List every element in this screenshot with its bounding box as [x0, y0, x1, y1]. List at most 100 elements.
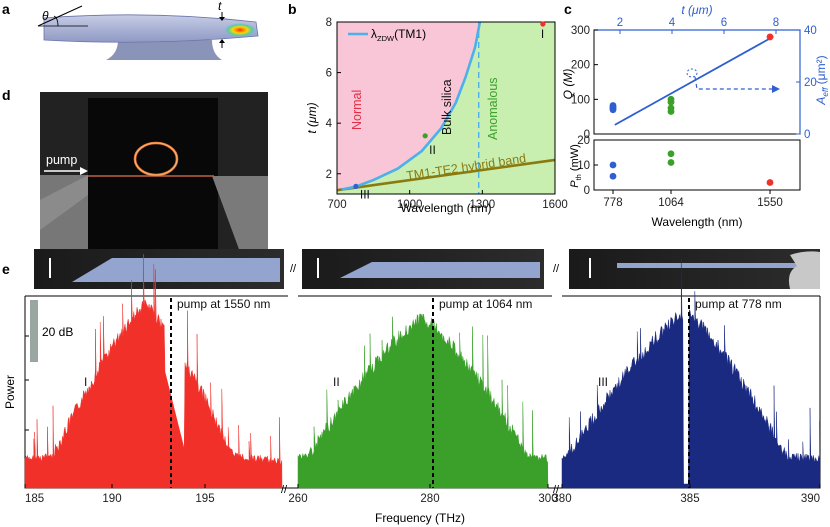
scale-bar-20db — [30, 300, 38, 362]
b-xtick-label: 1600 — [542, 199, 568, 211]
chart-b-x-axis: 700 1000 1300 1600 — [327, 190, 568, 211]
chart-b-ylabel: t (μm) — [305, 102, 319, 133]
c-aeff-tick-label: 40 — [804, 25, 817, 37]
mode-profile — [224, 23, 256, 37]
chart-c-q-label: Q (M) — [561, 69, 575, 100]
chart-c-top-xlabel: t (μm) — [681, 3, 712, 17]
sem-III-bg — [569, 249, 820, 289]
legend-main: λ — [371, 27, 377, 41]
aeff-main: A — [814, 97, 828, 106]
panel-d-micrograph: pump — [40, 92, 268, 252]
t-arrowhead-top — [219, 17, 225, 21]
legend-tail: (TM1) — [394, 27, 426, 41]
b-ytick-label: 6 — [326, 68, 332, 80]
spectrum-label-III: III — [598, 375, 608, 389]
spectrum-III — [561, 258, 821, 489]
b-xtick-label: 1300 — [470, 199, 496, 211]
c-q-tick-label: 300 — [571, 25, 590, 37]
break-mark-top-1: // — [290, 263, 297, 275]
panel-label-c: c — [564, 1, 572, 17]
chart-c-aeff-label: Aeff (μm²) — [814, 55, 830, 105]
chart-c-top-ticks: 2 4 6 8 — [617, 17, 779, 34]
pump-label-II: pump at 1064 nm — [439, 297, 532, 311]
aeff-circle-marker — [686, 68, 698, 78]
normal-label: Normal — [350, 90, 364, 130]
b-xtick-label: 700 — [327, 199, 346, 211]
break-mark-axis-2: // — [553, 484, 560, 496]
normal-region — [337, 22, 480, 191]
c-top-tick-label: 8 — [773, 17, 779, 29]
spectra — [24, 254, 821, 489]
c-aeff-tick-label: 0 — [804, 129, 810, 141]
b-ytick-label: 8 — [326, 17, 332, 29]
c-pth-tick-label: 20 — [577, 135, 590, 147]
disk — [43, 14, 259, 43]
b-point-III — [353, 183, 359, 190]
c-q-tick-label: 100 — [571, 94, 590, 106]
c-x-tick-label: 1550 — [757, 197, 783, 209]
aeff-pointer-line — [694, 76, 772, 90]
chart-e-xlabel: Frequency (THz) — [375, 511, 465, 525]
b-point-II — [422, 133, 428, 139]
q-point-1064 — [667, 104, 675, 112]
q-point-1064 — [667, 95, 675, 103]
aeff-tail: (μm²) — [814, 55, 828, 87]
c-q-tick-label: 0 — [584, 129, 590, 141]
q-point-778 — [609, 102, 617, 109]
sem-inset-III — [569, 249, 820, 289]
e-xtick-label: 185 — [25, 493, 44, 505]
pth-point-778 — [609, 161, 617, 169]
sem-III-device — [617, 263, 797, 268]
c-x-tick-label: 778 — [603, 197, 622, 209]
c-x-tick-label: 1064 — [658, 197, 684, 209]
legend-entry: λZDW(TM1) — [371, 27, 426, 43]
chart-c-q-ticks: 0 100 200 300 — [571, 25, 598, 141]
e-xtick-label: 390 — [801, 493, 820, 505]
e-xtick-label: 300 — [538, 493, 557, 505]
c-q-tick-label: 200 — [571, 60, 590, 72]
aeff-sub: eff — [821, 87, 830, 97]
break-mark-top-2: // — [553, 263, 560, 275]
e-xtick-label: 195 — [195, 493, 214, 505]
panel-label-b: b — [288, 1, 297, 17]
c-top-tick-label: 2 — [617, 17, 623, 29]
angle-line — [37, 5, 83, 27]
anomalous-region — [341, 22, 555, 190]
c-pth-tick-label: 10 — [577, 160, 590, 172]
panel-a-resonator-sketch: θ t — [37, 0, 259, 60]
q-point-1550 — [766, 33, 774, 41]
break-mark-axis-1: // — [281, 484, 288, 496]
e-xtick-label: 380 — [552, 493, 571, 505]
sem-inset-I — [34, 249, 284, 289]
pth-main: P — [569, 180, 581, 188]
left-substrate-shade — [40, 175, 88, 230]
scale-bar-label: 20 dB — [42, 325, 73, 339]
hybrid-band-line — [336, 158, 556, 192]
spectrum-label-I: I — [84, 375, 87, 389]
pth-point-1064 — [667, 159, 675, 166]
aeff-line — [614, 35, 774, 126]
chart-c-pth-label: Pth (mW) — [569, 144, 583, 188]
c-aeff-tick-label: 20 — [804, 77, 817, 89]
b-ytick-label: 4 — [326, 118, 333, 130]
e-xtick-label: 190 — [102, 493, 121, 505]
t-symbol: t — [218, 0, 222, 13]
spectrum-II — [297, 313, 549, 489]
pedestal — [106, 40, 222, 60]
panel-label-a: a — [2, 1, 10, 17]
c-top-tick-label: 4 — [669, 17, 676, 29]
b-ytick-label: 2 — [326, 169, 332, 181]
b-point-label-I: I — [541, 27, 544, 41]
pump-label-III: pump at 778 nm — [695, 297, 782, 311]
chart-c-x-ticks: 778 1064 1550 — [603, 190, 783, 209]
theta-symbol: θ — [42, 9, 49, 23]
pth-point-1064 — [667, 150, 675, 158]
pump-arrowhead — [80, 167, 88, 175]
